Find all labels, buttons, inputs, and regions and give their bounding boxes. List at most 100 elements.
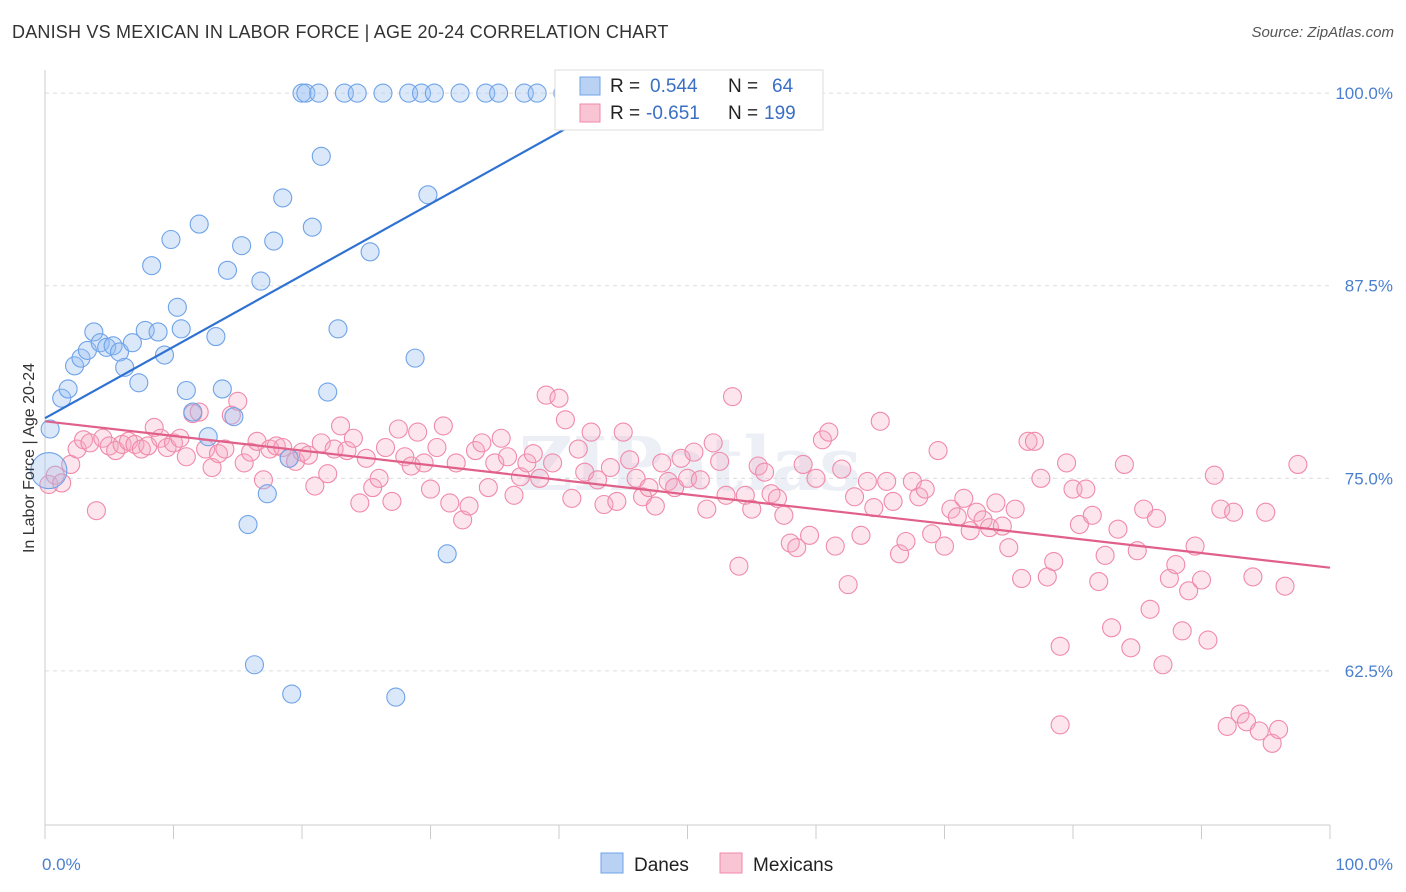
danes-r-value: 0.544 — [650, 76, 698, 97]
mexicans-point — [928, 441, 948, 461]
mexicans-point — [999, 538, 1019, 558]
danes-point — [311, 146, 331, 166]
mexicans-point — [1243, 567, 1263, 587]
mexicans-point — [1275, 576, 1295, 596]
mexicans-point — [825, 536, 845, 556]
mexicans-point — [915, 479, 935, 499]
danes-point — [238, 514, 258, 535]
danes-point — [318, 382, 338, 402]
danes-point — [109, 342, 130, 362]
mexicans-point — [1185, 536, 1205, 556]
danes-point — [52, 388, 72, 408]
danes-point — [30, 452, 68, 490]
mexicans-point — [889, 544, 910, 564]
danes-point — [122, 333, 142, 353]
mexicans-point — [613, 422, 633, 442]
mexicans-point — [1012, 568, 1032, 589]
mexicans-trend-line — [44, 420, 1331, 569]
y-axis-label: In Labor Force | Age 20-24 — [21, 363, 38, 553]
legend-mexicans-swatch — [719, 852, 743, 874]
mexicans-point — [806, 468, 826, 488]
danes-point — [489, 83, 509, 103]
danes-point — [198, 427, 218, 447]
mexicans-point — [1236, 712, 1257, 732]
mexicans-point — [491, 428, 511, 448]
mexicans-point — [838, 575, 858, 595]
mexicans-point — [954, 488, 974, 508]
danes-point — [97, 337, 117, 357]
mexicans-point — [1217, 716, 1237, 736]
y-tick-label-2: 75.0% — [1345, 469, 1393, 488]
x-tick-label-1: 100.0% — [1335, 855, 1393, 874]
mexicans-point — [844, 487, 865, 507]
danes-n-value: 64 — [772, 76, 794, 97]
danes-point — [264, 231, 284, 251]
mexicans-point — [408, 422, 428, 442]
mexicans-legend-swatch — [579, 103, 601, 123]
mexicans-point — [459, 496, 479, 516]
mexicans-point — [864, 498, 884, 518]
tick-labels: 100.0% 87.5% 75.0% 62.5% 0.0% 100.0% — [42, 84, 1393, 874]
mexicans-point — [549, 388, 569, 408]
danes-point — [129, 373, 149, 393]
danes-points — [30, 83, 611, 707]
mexicans-point — [986, 493, 1006, 513]
mexicans-point — [1153, 655, 1173, 675]
mexicans-point — [420, 479, 441, 499]
mexicans-point — [93, 428, 113, 448]
mexicans-point — [722, 387, 743, 407]
watermark: ZIPatlas — [519, 422, 861, 508]
mexicans-point — [1172, 621, 1192, 641]
danes-point — [176, 380, 196, 401]
mexicans-point — [465, 441, 486, 461]
mexicans-point — [819, 422, 839, 442]
mexicans-point — [1069, 514, 1089, 535]
danes-point — [206, 327, 226, 347]
mexicans-point — [851, 525, 871, 545]
y-tick-label-3: 62.5% — [1345, 662, 1393, 681]
mexicans-point — [645, 496, 665, 516]
danes-point — [232, 236, 252, 256]
danes-point — [437, 544, 457, 564]
mexicans-point — [1076, 479, 1096, 499]
mexicans-point — [517, 453, 537, 473]
danes-point — [302, 217, 322, 237]
mexicans-point — [543, 453, 563, 473]
danes-point — [450, 83, 470, 103]
mexicans-point — [1288, 454, 1308, 474]
mexicans-point — [234, 453, 254, 473]
mexicans-point — [877, 471, 897, 491]
mexicans-point — [1256, 502, 1276, 522]
source-label: Source: ZipAtlas.com — [1251, 24, 1394, 41]
mexicans-point — [375, 437, 396, 458]
mexicans-point — [793, 454, 813, 474]
mexicans-point — [343, 428, 363, 448]
mexicans-point — [857, 471, 877, 491]
mexicans-point — [241, 442, 261, 462]
mexicans-point — [800, 525, 820, 545]
mexicans-point — [947, 507, 967, 527]
danes-point — [65, 356, 85, 376]
mexicans-point — [632, 487, 653, 507]
danes-legend-swatch — [579, 76, 601, 96]
mexicans-point — [607, 491, 627, 511]
mexicans-point — [388, 419, 408, 439]
mexicans-point — [581, 422, 601, 442]
trend-lines — [44, 92, 1331, 569]
mexicans-point — [1146, 508, 1167, 528]
stats-legend: R = 0.544 N = 64 R = -0.651 N = 199 — [554, 69, 824, 131]
mexicans-point — [729, 556, 749, 576]
danes-point — [405, 348, 425, 368]
danes-point — [527, 83, 547, 103]
mexicans-point — [305, 476, 325, 496]
mexicans-point — [697, 499, 717, 519]
mexicans-point — [1050, 636, 1070, 656]
mexicans-point — [498, 447, 518, 467]
legend-danes-label: Danes — [634, 855, 689, 876]
danes-point — [224, 407, 244, 427]
mexicans-point — [1031, 468, 1051, 488]
mexicans-point — [755, 462, 775, 482]
mexicans-point — [228, 391, 248, 411]
danes-point — [171, 319, 191, 339]
mexicans-point — [1249, 721, 1269, 741]
